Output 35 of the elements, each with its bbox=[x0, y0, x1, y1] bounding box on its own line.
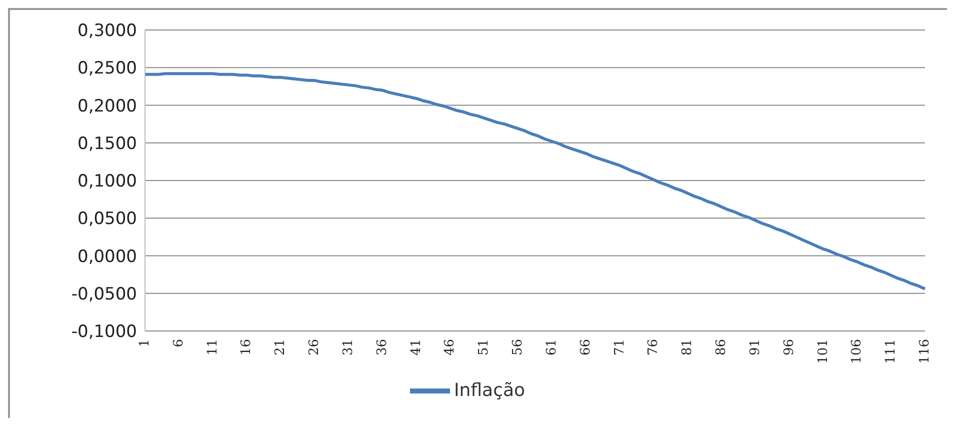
x-tick-label: 31 bbox=[340, 339, 356, 356]
x-tick-label: 1 bbox=[138, 339, 152, 348]
y-tick-label: 0,1500 bbox=[78, 134, 137, 154]
y-tick-label: 0,0500 bbox=[78, 209, 137, 230]
x-tick-label: 111 bbox=[884, 339, 899, 364]
y-tick-label: 0,2500 bbox=[78, 58, 137, 79]
x-tick-label: 61 bbox=[544, 339, 560, 356]
x-tick-label: 11 bbox=[205, 339, 220, 356]
line-series bbox=[144, 72, 926, 290]
y-tick-label: 0,3000 bbox=[78, 21, 137, 42]
x-tick-label: 36 bbox=[374, 339, 390, 356]
y-tick-label: 0,0000 bbox=[78, 246, 137, 267]
x-tick-label: 101 bbox=[816, 339, 831, 364]
x-tick-label: 51 bbox=[476, 339, 492, 356]
x-tick-label: 116 bbox=[918, 339, 932, 364]
x-tick-label: 26 bbox=[307, 339, 322, 356]
x-tick-label: 46 bbox=[442, 339, 458, 356]
y-tick-label: 0,2000 bbox=[78, 96, 137, 116]
x-tick-label: 66 bbox=[578, 339, 594, 356]
x-tick-label: 76 bbox=[646, 339, 662, 356]
x-tick-label: 91 bbox=[748, 339, 763, 356]
x-tick-label: 81 bbox=[680, 339, 696, 356]
y-tick-label: -0,0500 bbox=[71, 284, 137, 304]
x-tick-label: 41 bbox=[408, 339, 424, 356]
x-tick-label: 86 bbox=[714, 339, 730, 356]
x-tick-label: 16 bbox=[239, 339, 254, 356]
legend-label: Inflação bbox=[454, 380, 526, 401]
x-tick-label: 106 bbox=[850, 339, 865, 364]
y-tick-label: 0,1000 bbox=[78, 172, 137, 192]
x-tick-label: 6 bbox=[171, 339, 186, 348]
x-tick-label: 96 bbox=[782, 339, 797, 356]
x-tick-label: 56 bbox=[510, 339, 526, 356]
y-tick-label: -0,1000 bbox=[71, 322, 137, 342]
x-tick-label: 21 bbox=[273, 339, 288, 356]
x-tick-label: 71 bbox=[612, 339, 628, 356]
